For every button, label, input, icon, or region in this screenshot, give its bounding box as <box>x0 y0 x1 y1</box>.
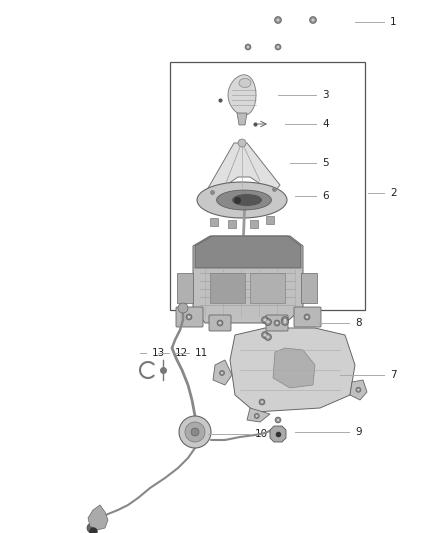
Circle shape <box>282 317 289 324</box>
Circle shape <box>185 422 205 442</box>
Text: 2: 2 <box>390 188 397 198</box>
Bar <box>210 273 245 303</box>
Polygon shape <box>195 236 301 268</box>
Circle shape <box>275 417 281 423</box>
Circle shape <box>247 46 249 49</box>
Circle shape <box>266 335 269 338</box>
FancyBboxPatch shape <box>294 307 321 327</box>
FancyBboxPatch shape <box>176 307 203 327</box>
Polygon shape <box>207 143 280 195</box>
Circle shape <box>304 314 310 320</box>
Circle shape <box>357 389 360 391</box>
Circle shape <box>263 334 267 336</box>
FancyBboxPatch shape <box>209 315 231 331</box>
Text: 9: 9 <box>355 427 362 437</box>
Circle shape <box>266 320 269 324</box>
Circle shape <box>256 415 258 417</box>
Polygon shape <box>228 75 256 115</box>
Circle shape <box>254 414 259 418</box>
Polygon shape <box>350 380 367 400</box>
Text: 10: 10 <box>255 429 268 439</box>
Circle shape <box>282 319 289 326</box>
Circle shape <box>263 318 267 321</box>
Polygon shape <box>237 113 247 125</box>
Polygon shape <box>193 236 303 323</box>
Polygon shape <box>88 505 108 530</box>
Bar <box>210 218 218 226</box>
Circle shape <box>261 332 268 338</box>
Text: 7: 7 <box>390 370 397 380</box>
Circle shape <box>259 399 265 405</box>
Polygon shape <box>270 426 286 442</box>
Circle shape <box>274 320 280 326</box>
Circle shape <box>277 418 279 422</box>
Polygon shape <box>197 182 287 218</box>
Circle shape <box>275 44 281 50</box>
Circle shape <box>178 303 188 313</box>
Text: 6: 6 <box>322 191 328 201</box>
Circle shape <box>265 319 272 326</box>
Circle shape <box>186 314 192 320</box>
Circle shape <box>311 19 314 21</box>
Circle shape <box>283 320 286 324</box>
Circle shape <box>265 334 272 341</box>
Bar <box>250 220 258 228</box>
Circle shape <box>219 321 221 325</box>
Text: 1: 1 <box>390 17 397 27</box>
Text: 5: 5 <box>322 158 328 168</box>
Circle shape <box>87 523 97 533</box>
Text: 12: 12 <box>175 348 188 358</box>
Polygon shape <box>273 348 315 388</box>
Polygon shape <box>213 360 232 385</box>
Circle shape <box>306 316 308 318</box>
Circle shape <box>276 19 279 21</box>
Bar <box>301 273 317 303</box>
Circle shape <box>277 46 279 49</box>
Bar <box>250 273 285 303</box>
Polygon shape <box>230 328 355 412</box>
Circle shape <box>276 321 279 325</box>
Bar <box>177 273 193 303</box>
Circle shape <box>221 372 223 374</box>
Ellipse shape <box>239 78 251 87</box>
Circle shape <box>275 17 282 23</box>
Circle shape <box>261 401 263 403</box>
Circle shape <box>217 320 223 326</box>
Text: 4: 4 <box>322 119 328 129</box>
Text: 13: 13 <box>152 348 165 358</box>
Polygon shape <box>247 408 270 422</box>
Circle shape <box>219 370 225 376</box>
Bar <box>170 62 365 310</box>
Bar <box>266 216 274 224</box>
Text: 8: 8 <box>355 318 362 328</box>
Circle shape <box>310 17 317 23</box>
Circle shape <box>238 139 246 147</box>
Circle shape <box>356 387 361 392</box>
Circle shape <box>179 416 211 448</box>
Circle shape <box>187 316 191 318</box>
Circle shape <box>191 428 199 436</box>
Text: 11: 11 <box>195 348 208 358</box>
Circle shape <box>261 317 268 324</box>
Circle shape <box>283 318 286 321</box>
Text: 3: 3 <box>322 90 328 100</box>
Circle shape <box>245 44 251 50</box>
Ellipse shape <box>232 194 262 206</box>
Bar <box>228 220 236 228</box>
FancyBboxPatch shape <box>266 315 288 331</box>
Ellipse shape <box>216 190 272 210</box>
